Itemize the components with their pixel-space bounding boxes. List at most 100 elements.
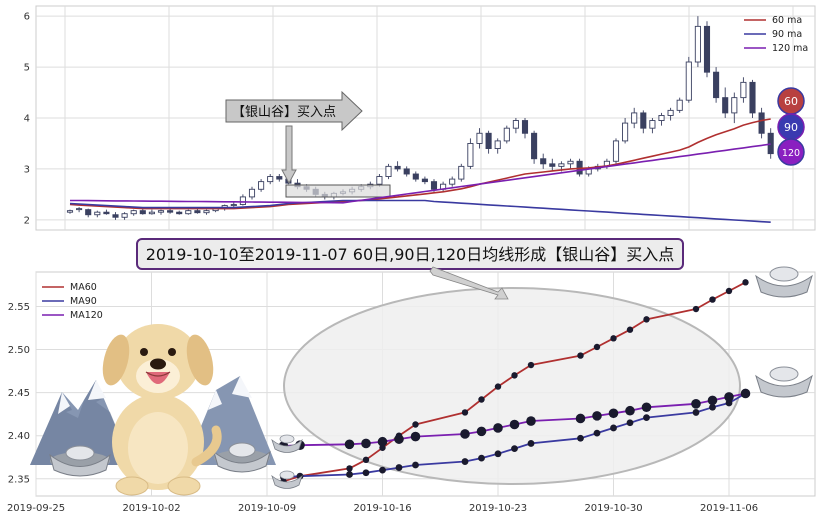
candle-body bbox=[66, 210, 74, 213]
silver-ingot-icon bbox=[49, 442, 271, 477]
top-y-tick-label: 5 bbox=[24, 63, 30, 74]
legend-label-ma120: MA120 bbox=[70, 310, 103, 321]
top-grid bbox=[36, 6, 815, 230]
candle-body bbox=[385, 165, 392, 177]
bottom-x-tick-label: 2019-10-30 bbox=[584, 503, 642, 514]
bottom-ma60-point bbox=[346, 465, 353, 472]
candle-body bbox=[94, 211, 101, 216]
candle-body bbox=[713, 71, 720, 99]
bottom-ma90-point bbox=[412, 461, 419, 469]
bottom-ma60-point bbox=[725, 287, 733, 295]
bottom-ma120-point bbox=[592, 411, 602, 421]
bottom-ma60-point bbox=[692, 305, 700, 313]
candle-body bbox=[512, 120, 519, 129]
bottom-ma60-point bbox=[626, 326, 634, 333]
bottom-ma120-point bbox=[641, 402, 652, 413]
candle-body bbox=[103, 211, 110, 215]
candle-body bbox=[722, 97, 729, 114]
buy-point-highlight-box bbox=[285, 184, 391, 198]
candle-body bbox=[267, 176, 274, 183]
candle-body bbox=[458, 165, 465, 180]
candle-body bbox=[749, 81, 756, 114]
bottom-y-tick-label: 2.50 bbox=[8, 345, 30, 356]
bottom-ma60-point bbox=[478, 396, 485, 403]
candle-body bbox=[676, 99, 683, 111]
bottom-ma120-point bbox=[476, 426, 487, 437]
candle-body bbox=[612, 140, 620, 162]
candle-body bbox=[558, 163, 565, 167]
top-y-tick-label: 4 bbox=[24, 114, 30, 125]
bottom-ma60-point bbox=[527, 361, 535, 369]
bottom-ma120-point bbox=[377, 436, 388, 447]
bottom-ma120-point bbox=[691, 399, 701, 409]
bottom-y-tick-label: 2.40 bbox=[8, 431, 30, 442]
candle-body bbox=[540, 158, 547, 165]
candle-body bbox=[239, 196, 246, 205]
candle-body bbox=[157, 210, 165, 213]
banner-text: 2019-10-10至2019-11-07 60日,90日,120日均线形成【银… bbox=[146, 245, 675, 264]
bottom-ma60-point bbox=[412, 421, 419, 428]
bottom-ma120-point bbox=[410, 431, 421, 442]
banner-pointer-arrow bbox=[429, 266, 509, 300]
bottom-ma90-point bbox=[395, 464, 403, 471]
bottom-ma90-point bbox=[692, 409, 700, 416]
bottom-x-tick-label: 2019-10-16 bbox=[353, 503, 411, 514]
candle-body bbox=[194, 210, 201, 214]
candle-body bbox=[176, 211, 183, 215]
callout-arrow-shape bbox=[225, 90, 363, 132]
bottom-x-tick-label: 2019-10-02 bbox=[122, 503, 180, 514]
title-banner: 2019-10-10至2019-11-07 60日,90日,120日均线形成【银… bbox=[136, 238, 684, 300]
bottom-x-ticks: 2019-09-25 2019-10-02 2019-10-09 2019-10-16… bbox=[7, 503, 758, 514]
candle-body bbox=[230, 204, 237, 207]
candle-body bbox=[430, 181, 438, 190]
bottom-ma90-point bbox=[362, 469, 370, 477]
bottom-ma90-point bbox=[379, 466, 386, 474]
candle-body bbox=[85, 209, 92, 216]
bottom-y-tick-label: 2.35 bbox=[8, 474, 30, 485]
bottom-ma60-point bbox=[610, 335, 617, 342]
top-ma90-line bbox=[69, 199, 771, 223]
mountain-icon bbox=[30, 376, 276, 465]
top-legend: 60 ma 90 ma 120 ma bbox=[744, 15, 808, 54]
top-y-tick-label: 2 bbox=[24, 215, 30, 226]
candle-body bbox=[467, 143, 474, 167]
candle-body bbox=[731, 97, 738, 114]
bottom-chart: 2.35 2.40 2.45 2.50 2.55 2019-09-25 2019-10-0… bbox=[7, 238, 816, 514]
bottom-ma90-point bbox=[593, 429, 601, 437]
candle-body bbox=[376, 176, 383, 185]
bottom-x-tick-label: 2019-10-09 bbox=[238, 503, 296, 514]
candle-body bbox=[148, 211, 155, 215]
candle-body bbox=[685, 61, 692, 101]
candle-body bbox=[503, 127, 510, 142]
candle-body bbox=[476, 132, 483, 144]
bottom-ma120-point bbox=[625, 405, 635, 416]
top-y-tick-label: 3 bbox=[24, 164, 30, 175]
candle-body bbox=[276, 176, 283, 180]
candle-body bbox=[394, 165, 401, 170]
candle-body bbox=[658, 115, 665, 121]
silver-ingot-icon bbox=[271, 266, 813, 489]
bottom-y-tick-label: 2.55 bbox=[8, 302, 30, 313]
bottom-ma60-point bbox=[577, 352, 584, 359]
bottom-ma60-point bbox=[494, 383, 502, 390]
badge-120-label: 120 bbox=[782, 148, 800, 159]
bottom-ma120-point bbox=[460, 429, 470, 439]
top-ma-lines bbox=[69, 118, 771, 223]
candle-body bbox=[531, 132, 538, 160]
candle-body bbox=[112, 214, 119, 218]
bottom-ma120-point bbox=[361, 438, 371, 449]
candle-body bbox=[449, 178, 456, 185]
bottom-y-ticks: 2.35 2.40 2.45 2.50 2.55 bbox=[8, 302, 30, 485]
bottom-ma60-point bbox=[643, 316, 650, 323]
candle-body bbox=[485, 132, 492, 149]
ma-badges: 60 90 120 bbox=[777, 87, 805, 166]
bottom-ma60-point bbox=[362, 456, 370, 464]
candle-body bbox=[167, 210, 174, 213]
bottom-x-tick-label: 2019-10-23 bbox=[469, 503, 527, 514]
bottom-ma120-point bbox=[394, 434, 404, 444]
candle-body bbox=[549, 163, 556, 167]
candle-body bbox=[694, 25, 701, 63]
callout-down-arrow bbox=[281, 125, 297, 185]
bottom-ma90-point bbox=[643, 414, 650, 421]
bottom-ma90-point bbox=[527, 440, 535, 447]
